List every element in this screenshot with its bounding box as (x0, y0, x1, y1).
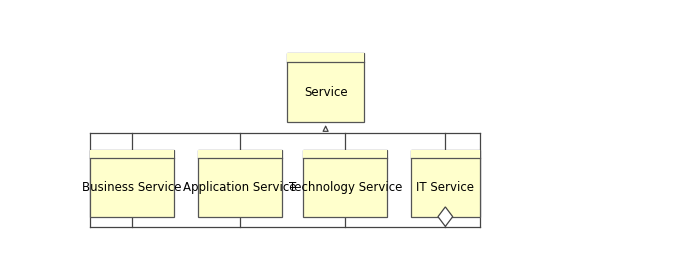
Bar (304, 150, 388, 158)
Text: Service: Service (304, 86, 348, 98)
Bar (304, 150, 388, 217)
Bar (198, 150, 282, 158)
Text: Business Service: Business Service (82, 181, 182, 194)
Bar (411, 150, 479, 217)
Bar (287, 53, 364, 122)
Text: Application Service: Application Service (183, 181, 297, 194)
Text: Technology Service: Technology Service (289, 181, 402, 194)
Bar (411, 150, 479, 158)
Polygon shape (438, 207, 453, 227)
Bar (90, 150, 175, 158)
Bar (287, 53, 364, 62)
Bar (90, 150, 175, 217)
Bar (198, 150, 282, 217)
Text: IT Service: IT Service (416, 181, 475, 194)
